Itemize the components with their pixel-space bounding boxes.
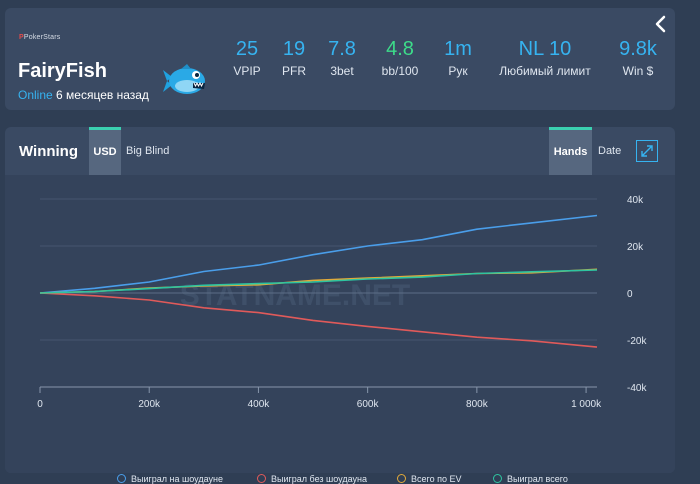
tab-date[interactable]: Date — [598, 145, 622, 157]
last-seen: 6 месяцев назад — [56, 88, 149, 102]
y-tick-label: 40k — [627, 195, 644, 206]
stat-hands: 1m Рук — [444, 38, 472, 78]
legend-item-1[interactable]: Выиграл без шоудауна — [257, 474, 367, 484]
x-tick-label: 400k — [248, 399, 271, 410]
stat-favorite-limit: NL 10 Любимый лимит — [499, 38, 591, 78]
winnings-line-chart: STATNAME.NET 40k 20k 0 -20k -40k 0 200k 400k 600… — [37, 195, 647, 410]
stat-3bet-label: 3bet — [330, 64, 354, 78]
series-line-3 — [39, 269, 598, 294]
chart-title: Winning — [19, 143, 79, 160]
y-tick-label: -40k — [627, 383, 647, 394]
stat-bb100-value: 4.8 — [386, 38, 414, 60]
x-tick-label: 600k — [357, 399, 380, 410]
site-logo-text: PokerStars — [23, 34, 61, 41]
legend-marker-icon — [257, 474, 266, 483]
stat-vpip-label: VPIP — [233, 64, 261, 78]
chart-grid — [40, 198, 597, 388]
player-profile-card: PPokerStars FairyFish Online 6 месяцев н… — [5, 8, 675, 110]
legend-label: Выиграл без шоудауна — [271, 474, 367, 484]
stat-pfr-value: 19 — [282, 38, 306, 60]
expand-button[interactable] — [636, 140, 658, 162]
legend-marker-icon — [397, 474, 406, 483]
chart-series — [39, 214, 598, 348]
site-logo: PPokerStars — [19, 34, 61, 41]
legend-marker-icon — [117, 474, 126, 483]
series-line-1 — [39, 292, 598, 348]
stat-bb100-label: bb/100 — [381, 64, 419, 78]
x-tick-label: 800k — [466, 399, 489, 410]
legend-item-0[interactable]: Выиграл на шоудауне — [117, 474, 223, 484]
legend-marker-icon — [493, 474, 502, 483]
stat-win-value: 9.8k — [619, 38, 657, 60]
expand-icon — [641, 145, 653, 157]
legend-item-2[interactable]: Всего по EV — [397, 474, 461, 484]
online-label: Online — [18, 88, 53, 102]
player-status: Online 6 месяцев назад — [18, 88, 149, 102]
winnings-chart-card: Winning USD Big Blind Hands Date STATNAM… — [5, 127, 675, 484]
legend-item-3[interactable]: Выиграл всего — [493, 474, 568, 484]
plot-area: STATNAME.NET 40k 20k 0 -20k -40k 0 200k 400k 600… — [5, 175, 675, 484]
stat-3bet: 7.8 3bet — [328, 38, 356, 78]
legend-label: Выиграл всего — [507, 474, 568, 484]
y-tick-label: 20k — [627, 242, 644, 253]
tab-usd[interactable]: USD — [89, 127, 121, 175]
stat-win-label: Win $ — [622, 64, 654, 78]
tab-big-blind[interactable]: Big Blind — [126, 145, 170, 157]
x-tick-label: 1 000k — [571, 399, 602, 410]
stat-3bet-value: 7.8 — [328, 38, 356, 60]
legend-label: Выиграл на шоудауне — [131, 474, 223, 484]
stat-hands-value: 1m — [444, 38, 472, 60]
stat-favorite-limit-label: Любимый лимит — [499, 64, 591, 78]
tab-hands[interactable]: Hands — [549, 127, 592, 175]
piranha-fish-icon — [163, 64, 205, 94]
legend-label: Всего по EV — [411, 474, 462, 484]
x-tick-label: 0 — [37, 399, 43, 410]
player-name: FairyFish — [18, 60, 107, 82]
watermark-text: STATNAME.NET — [180, 279, 411, 312]
stat-pfr-label: PFR — [282, 64, 306, 78]
stat-vpip: 25 VPIP — [233, 38, 260, 78]
x-tick-label: 200k — [138, 399, 161, 410]
stat-pfr: 19 PFR — [282, 38, 306, 78]
y-tick-label: -20k — [627, 336, 647, 347]
series-line-0 — [39, 214, 598, 294]
stat-win: 9.8k Win $ — [619, 38, 657, 78]
chart-axes: 40k 20k 0 -20k -40k 0 200k 400k 600k 800k 1 000k — [37, 195, 647, 410]
chart-header: Winning USD Big Blind Hands Date — [5, 127, 675, 175]
y-tick-label: 0 — [627, 289, 633, 300]
stat-vpip-value: 25 — [235, 38, 259, 60]
stat-hands-label: Рук — [448, 64, 468, 78]
stat-favorite-limit-value: NL 10 — [518, 38, 572, 60]
back-chevron-icon[interactable] — [651, 14, 671, 34]
stat-bb100: 4.8 bb/100 — [382, 38, 419, 78]
